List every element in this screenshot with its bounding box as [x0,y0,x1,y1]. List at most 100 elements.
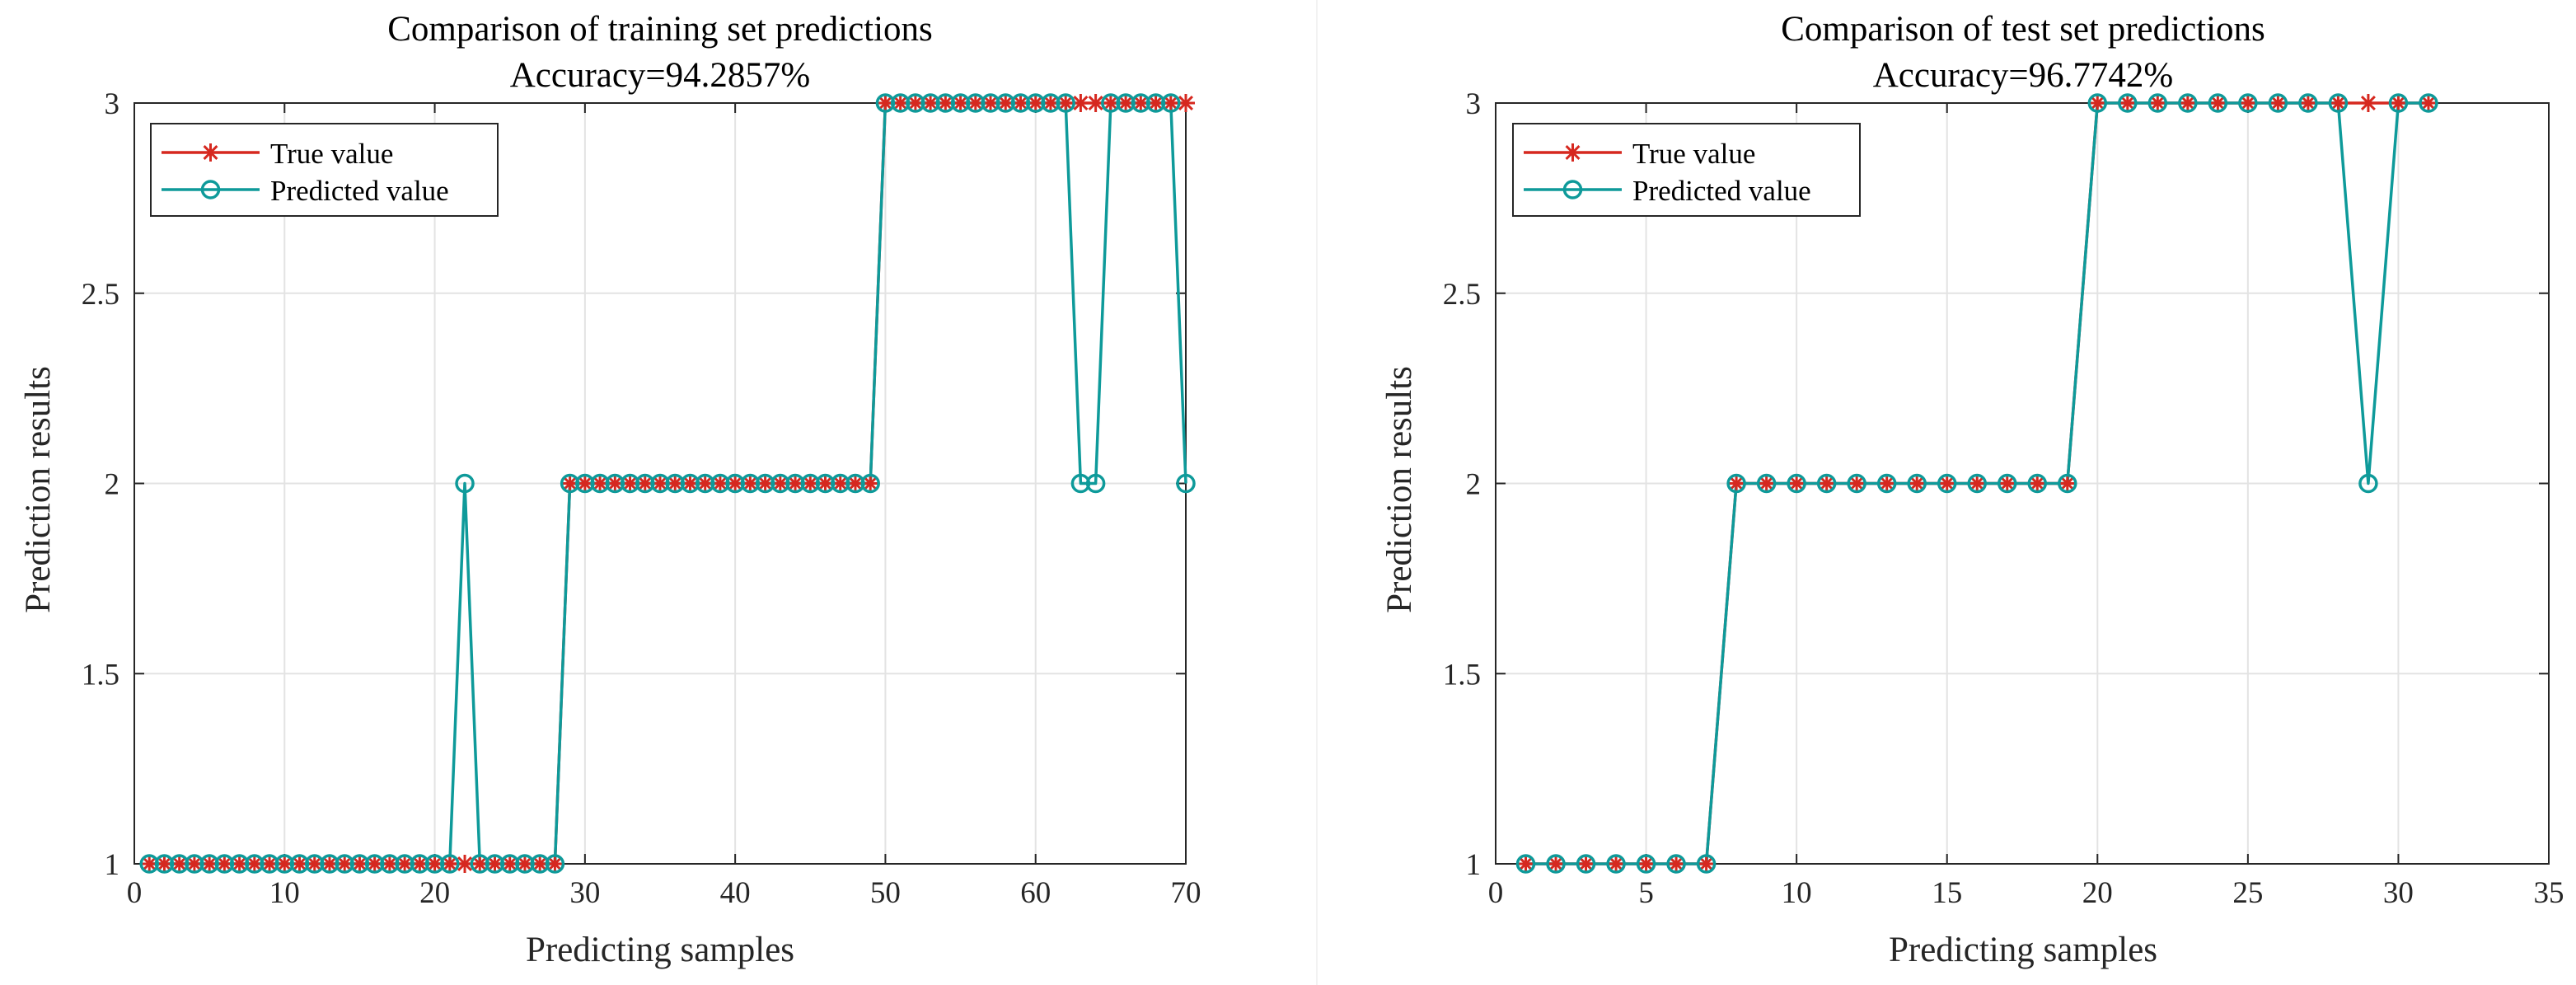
true-value-point [1697,855,1716,873]
true-value-point [861,474,880,493]
predicted-value-point [906,93,925,113]
y-tick-label: 2.5 [1443,278,1481,312]
true-value-point [1547,855,1566,873]
true-value-point [2148,94,2167,112]
predicted-value-point [2118,93,2138,113]
predicted-value-point [1756,473,1777,494]
predicted-value-point [920,93,940,113]
training-chart: Comparison of training set predictions A… [19,10,1201,969]
predicted-value-point [320,854,340,874]
chart-subtitle: Accuracy=96.7742% [1873,56,2174,95]
true-value-point [2208,94,2227,112]
x-tick-label: 0 [1488,876,1504,910]
legend-label-predicted: Predicted value [270,175,449,207]
legend-marker-predicted [200,180,221,199]
predicted-value-point [470,854,490,874]
predicted-value-point [2087,93,2108,113]
y-tick-label: 2.5 [82,278,119,312]
predicted-value-point [1876,473,1897,494]
predicted-value-point [485,854,505,874]
y-tick-label: 2 [105,468,120,502]
true-value-point [2178,94,2197,112]
predicted-value-point [800,473,821,494]
predicted-value-point [1101,93,1121,113]
predicted-value-point [2058,473,2077,494]
predicted-value-point [1131,93,1151,113]
predicted-value-point [455,473,475,494]
predicted-value-point [530,854,550,874]
true-value-point [1937,474,1956,493]
x-tick-label: 15 [1932,876,1962,910]
predicted-value-point [499,854,520,874]
predicted-value-point [995,93,1016,113]
predicted-value-point [349,854,370,874]
x-tick-label: 50 [870,876,901,910]
x-tick-label: 35 [2534,876,2564,910]
predicted-value-point [395,854,415,874]
predicted-value-point [680,473,700,494]
predicted-value-point [1176,473,1196,494]
predicted-value-point [1145,93,1166,113]
predicted-value-point [785,473,805,494]
true-value-point [2238,94,2257,112]
legend-label-true: True value [270,138,393,170]
predicted-value-point [2178,93,2198,113]
predicted-value-point [2238,93,2258,113]
predicted-value-point [1816,473,1837,494]
x-tick-label: 60 [1020,876,1051,910]
predicted-value-point [981,93,1000,113]
predicted-value-point [1010,93,1031,113]
true-value-point [1877,474,1896,493]
true-value-point [546,855,564,873]
legend-asterisk-icon [201,143,220,162]
predicted-value-point [575,473,595,494]
x-tick-label: 10 [269,876,300,910]
predicted-value-point [635,473,655,494]
predicted-value-point [590,473,610,494]
predicted-value-point [1070,473,1091,494]
x-tick-label: 10 [1782,876,1812,910]
true-value-point [1607,855,1626,873]
y-axis-label: Prediction results [1380,366,1419,613]
predicted-value-point [1726,473,1746,494]
x-tick-label: 30 [2383,876,2414,910]
predicted-value-point [335,854,354,874]
predicted-value-point [2358,473,2378,494]
true-value-point [335,855,354,873]
predicted-value-point [1907,473,1927,494]
legend: True value Predicted value [1512,123,1861,217]
legend-marker-true [201,143,220,162]
predicted-value-point [1515,854,1536,874]
x-tick-label: 5 [1638,876,1654,910]
true-value-point [1908,474,1927,493]
predicted-value-point [755,473,775,494]
y-tick-label: 3 [105,87,120,121]
predicted-value-point [1546,854,1566,874]
predicted-value-point [410,854,430,874]
legend-circle-icon [200,180,221,199]
legend-marker-predicted [1562,180,1583,199]
true-value-point [1576,855,1595,873]
y-tick-label: 1 [105,848,120,882]
legend-circle-icon [1562,180,1583,199]
true-value-point [1516,855,1535,873]
predicted-value-point [830,473,850,494]
predicted-value-point [1085,473,1106,494]
predicted-value-point [1636,854,1656,874]
true-value-point [786,474,805,493]
predicted-value-point [620,473,640,494]
predicted-value-point [935,93,956,113]
predicted-value-point [665,473,685,494]
predicted-value-point [2208,93,2228,113]
predicted-value-point [1666,854,1686,874]
predicted-value-point [2328,93,2349,113]
predicted-value-point [214,854,235,874]
predicted-value-point [2298,93,2318,113]
true-value-point [2058,474,2077,493]
true-value-point [1177,94,1195,112]
true-value-point [2419,94,2438,112]
predicted-value-point [966,93,986,113]
test-plot-area: 0 5 10 15 20 25 30 35 1 1.5 2 2.5 3 [1443,87,2564,910]
training-plot-area: 0 10 20 30 40 50 60 70 1 1.5 2 2.5 3 [82,87,1201,910]
predicted-value-point [424,854,445,874]
